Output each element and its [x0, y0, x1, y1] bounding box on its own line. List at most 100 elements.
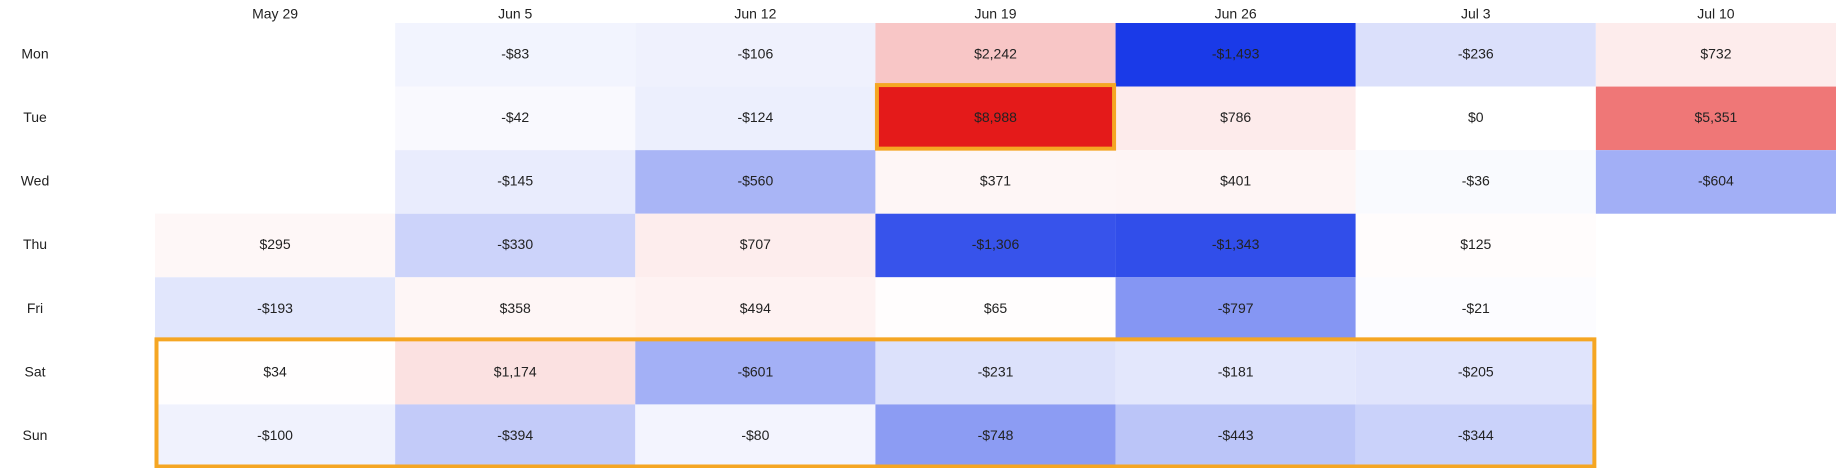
cell-label: $358: [500, 300, 531, 316]
heat-cell: [395, 150, 636, 214]
heat-cell: [1115, 150, 1356, 214]
cell-label: -$193: [257, 300, 293, 316]
heat-cell: [635, 277, 876, 341]
heat-cell: [1355, 86, 1596, 151]
column-label: Jun 12: [734, 6, 776, 22]
cell-label: -$748: [978, 427, 1014, 443]
heat-cell: [1355, 404, 1596, 468]
heat-cell: [1115, 86, 1356, 151]
cell-label: -$80: [741, 427, 769, 443]
column-label: May 29: [252, 6, 298, 22]
heat-cell: [395, 404, 636, 468]
heat-cell: [635, 150, 876, 214]
column-label: Jul 10: [1697, 6, 1735, 22]
cell-label: $0: [1468, 109, 1484, 125]
cell-label: -$560: [737, 173, 773, 189]
heat-cell: [1115, 213, 1356, 278]
cell-label: $5,351: [1695, 109, 1738, 125]
cell-label: -$797: [1218, 300, 1254, 316]
cell-label: -$394: [497, 427, 533, 443]
cell-label: -$83: [501, 45, 529, 61]
highlight-box: [154, 337, 1597, 469]
heat-cell: [635, 213, 876, 278]
cell-label: -$100: [257, 427, 293, 443]
cell-label: -$21: [1462, 300, 1490, 316]
cell-label: -$231: [978, 363, 1014, 379]
row-label: Fri: [27, 300, 43, 316]
cell-label: $786: [1220, 109, 1251, 125]
cell-label: $2,242: [974, 45, 1017, 61]
cell-label: -$205: [1458, 363, 1494, 379]
heat-cell: [1355, 213, 1596, 278]
cell-label: -$1,306: [972, 236, 1020, 252]
heat-cell: [155, 340, 396, 405]
column-label: Jul 3: [1461, 6, 1491, 22]
heat-cell: [1355, 340, 1596, 405]
cell-label: $371: [980, 173, 1011, 189]
heat-cell: [1595, 23, 1836, 87]
heat-cell: [395, 23, 636, 87]
heat-cell: [1115, 340, 1356, 405]
heat-cell: [155, 277, 396, 341]
row-label: Mon: [21, 45, 48, 61]
row-label: Tue: [23, 109, 47, 125]
cell-label: -$330: [497, 236, 533, 252]
cell-label: $34: [263, 363, 287, 379]
cell-label: -$604: [1698, 173, 1734, 189]
heat-cell: [395, 277, 636, 341]
cell-label: $8,988: [974, 109, 1017, 125]
cell-label: -$344: [1458, 427, 1494, 443]
heat-cell: [875, 150, 1116, 214]
heat-cell: [1355, 150, 1596, 214]
cell-label: $732: [1700, 45, 1731, 61]
heat-cell: [635, 23, 876, 87]
cell-label: -$124: [737, 109, 773, 125]
heat-cell: [1355, 277, 1596, 341]
cell-label: $494: [740, 300, 771, 316]
row-label: Wed: [21, 173, 50, 189]
heat-cell: [1115, 277, 1356, 341]
column-label: Jun 5: [498, 6, 532, 22]
row-label: Sat: [24, 363, 45, 379]
column-label: Jun 26: [1215, 6, 1257, 22]
heat-cell: [1115, 404, 1356, 468]
heat-cell: [1355, 23, 1596, 87]
heat-cell: [635, 404, 876, 468]
heat-cell: [635, 340, 876, 405]
heat-cell: [875, 86, 1116, 151]
cell-label: $295: [259, 236, 290, 252]
heat-cell: [635, 86, 876, 151]
cell-label: -$36: [1462, 173, 1490, 189]
heat-cell: [875, 277, 1116, 341]
heat-cell: [875, 23, 1116, 87]
heat-cell: [395, 86, 636, 151]
heat-cell: [395, 340, 636, 405]
cell-label: -$181: [1218, 363, 1254, 379]
cell-label: -$601: [737, 363, 773, 379]
cell-label: -$236: [1458, 45, 1494, 61]
highlight-box: [874, 83, 1117, 151]
cell-label: $1,174: [494, 363, 537, 379]
cell-label: -$42: [501, 109, 529, 125]
cell-label: -$443: [1218, 427, 1254, 443]
column-label: Jun 19: [974, 6, 1016, 22]
heat-cell: [875, 340, 1116, 405]
cell-label: $65: [984, 300, 1008, 316]
heat-cell: [1595, 150, 1836, 214]
cell-label: $401: [1220, 173, 1251, 189]
heat-cell: [1595, 86, 1836, 151]
row-label: Sun: [23, 427, 48, 443]
cell-label: -$1,343: [1212, 236, 1260, 252]
heat-cell: [155, 404, 396, 468]
heat-cell: [875, 404, 1116, 468]
heat-cell: [1115, 23, 1356, 87]
heat-cell: [875, 213, 1116, 278]
heat-cell: [155, 213, 396, 278]
cell-label: -$1,493: [1212, 45, 1260, 61]
cell-label: $125: [1460, 236, 1491, 252]
heat-cell: [395, 213, 636, 278]
cell-label: $707: [740, 236, 771, 252]
cell-label: -$145: [497, 173, 533, 189]
row-label: Thu: [23, 236, 47, 252]
